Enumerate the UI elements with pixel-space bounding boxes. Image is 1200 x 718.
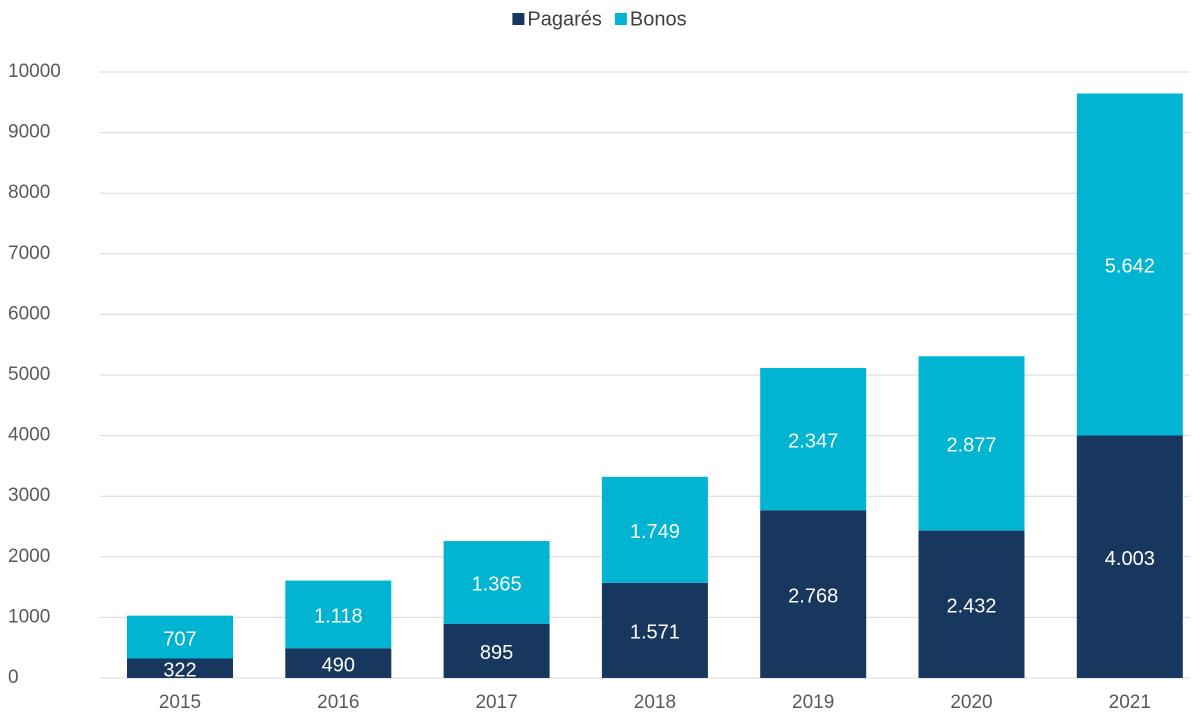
value-label: 2.432 <box>946 596 996 618</box>
y-tick-label: 7000 <box>8 243 50 264</box>
value-label: 322 <box>163 660 196 682</box>
x-tick-label: 2020 <box>950 692 992 713</box>
value-label: 2.877 <box>946 435 996 457</box>
y-tick-label: 10000 <box>8 61 61 82</box>
value-label: 1.118 <box>314 606 363 628</box>
y-tick-label: 1000 <box>8 606 50 627</box>
bar-segment <box>285 648 392 678</box>
bar-segment <box>760 368 867 511</box>
legend-swatch <box>512 13 525 25</box>
y-tick-label: 3000 <box>8 485 50 506</box>
x-tick-label: 2019 <box>792 692 834 713</box>
y-tick-label: 9000 <box>8 122 50 143</box>
bar-segment <box>127 615 233 659</box>
value-label: 1.365 <box>472 574 522 596</box>
value-label: 2.768 <box>788 585 838 607</box>
bar-segment <box>285 580 392 649</box>
value-label: 1.571 <box>630 622 680 644</box>
value-label: 895 <box>480 642 513 664</box>
value-label: 2.347 <box>788 430 838 452</box>
legend-label: Bonos <box>630 8 687 30</box>
x-tick-label: 2017 <box>475 692 517 713</box>
y-tick-label: 8000 <box>8 182 50 203</box>
y-tick-label: 4000 <box>8 425 50 446</box>
value-label: 707 <box>163 628 196 650</box>
bar-segment <box>918 356 1025 531</box>
bar-segment <box>918 530 1025 678</box>
value-label: 490 <box>322 654 355 676</box>
bar-segment <box>443 623 550 678</box>
legend-swatch <box>614 13 627 25</box>
bar-segment <box>601 582 708 678</box>
x-tick-label: 2016 <box>317 692 359 713</box>
value-label: 5.642 <box>1105 256 1155 278</box>
bar-segment <box>760 510 867 678</box>
bar-segment <box>1076 435 1183 678</box>
x-tick-label: 2021 <box>1109 692 1151 713</box>
legend-label: Pagarés <box>527 8 602 30</box>
y-tick-label: 0 <box>8 667 19 688</box>
y-tick-label: 6000 <box>8 303 50 324</box>
value-label: 4.003 <box>1105 548 1155 570</box>
x-tick-label: 2018 <box>634 692 676 713</box>
bar-segment <box>1076 93 1183 436</box>
value-label: 1.749 <box>630 521 680 543</box>
y-tick-label: 5000 <box>8 364 50 385</box>
bar-segment <box>443 541 550 624</box>
y-tick-label: 2000 <box>8 546 50 567</box>
x-tick-label: 2015 <box>159 692 201 713</box>
bar-segment <box>601 476 708 583</box>
bar-segment <box>127 658 233 678</box>
